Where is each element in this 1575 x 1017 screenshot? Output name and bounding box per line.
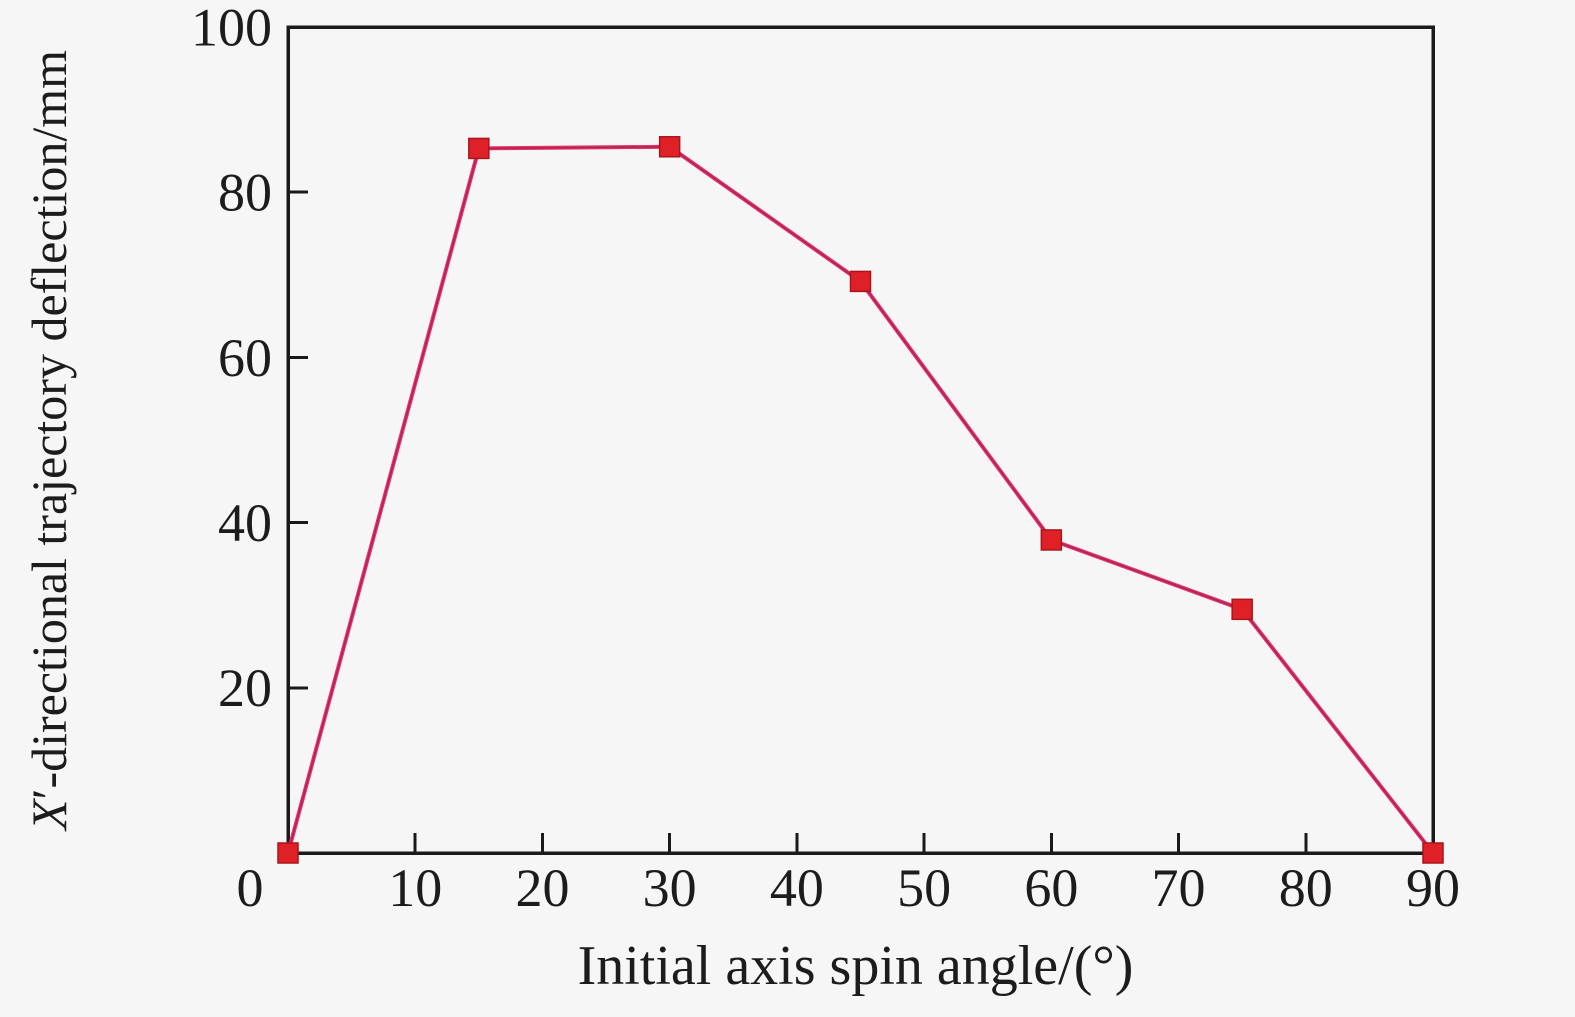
x-tick-label: 10: [388, 858, 442, 918]
x-tick-label: 50: [897, 858, 951, 918]
x-tick-label: 60: [1024, 858, 1078, 918]
data-point-marker: [1231, 598, 1253, 621]
y-tick-label: 60: [218, 328, 272, 388]
data-point-marker: [1040, 529, 1063, 551]
y-tick-label: 80: [218, 163, 272, 223]
x-axis-title: Initial axis spin angle/(°): [578, 935, 1134, 997]
data-point-marker: [1422, 842, 1444, 864]
x-tick-label: 80: [1279, 858, 1333, 918]
y-tick-label: 40: [218, 493, 272, 553]
x-tick-label: 0: [237, 858, 264, 918]
data-point-marker: [849, 270, 872, 293]
y-tick-label: 100: [191, 0, 272, 57]
x-tick-label: 20: [515, 858, 569, 918]
plot-frame: [286, 25, 1435, 855]
data-point-marker: [658, 136, 681, 158]
x-tick-label: 30: [643, 858, 697, 918]
x-tick-label: 70: [1152, 858, 1206, 918]
x-tick-label: 90: [1406, 858, 1460, 918]
data-point-marker: [468, 137, 490, 160]
y-axis-title: X′-directional trajectory deflection/mm: [21, 50, 77, 832]
y-tick-label: 20: [218, 658, 272, 718]
x-tick-label: 40: [770, 858, 824, 918]
data-point-marker: [277, 842, 299, 864]
